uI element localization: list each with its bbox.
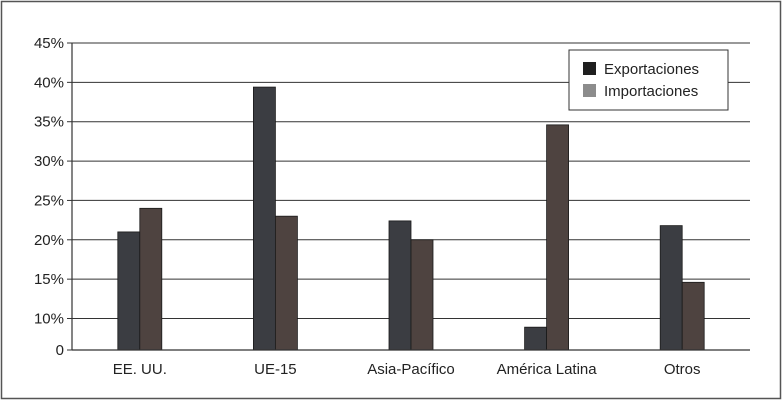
y-tick-label: 40% xyxy=(34,74,64,91)
x-category-label: EE. UU. xyxy=(113,361,167,378)
legend-label: Importaciones xyxy=(604,83,698,100)
legend-label: Exportaciones xyxy=(604,61,699,78)
y-tick-label: 0 xyxy=(56,342,64,359)
y-tick-label: 20% xyxy=(34,232,64,249)
y-tick-label: 30% xyxy=(34,153,64,170)
bars xyxy=(117,86,705,351)
y-tick-label: 15% xyxy=(34,271,64,288)
legend-box xyxy=(568,49,729,111)
x-category-label: UE-15 xyxy=(254,361,297,378)
legend-swatch xyxy=(583,62,596,75)
legend-swatch xyxy=(583,84,596,97)
y-tick-label: 45% xyxy=(34,35,64,52)
y-tick-label: 25% xyxy=(34,192,64,209)
y-tick-label: 10% xyxy=(34,311,64,328)
bar-exportaciones xyxy=(524,326,547,351)
x-category-label: América Latina xyxy=(497,361,598,378)
axes: 0 10% 15% 20% 25% 30% 35% 40% 45% EE. UU. UE-15 Asi… xyxy=(34,35,750,378)
legend: Exportaciones Importaciones xyxy=(568,49,729,111)
x-category-label: Otros xyxy=(664,361,701,378)
bar-exportaciones xyxy=(117,231,141,351)
bar-exportaciones xyxy=(252,86,276,351)
bar-importaciones xyxy=(546,124,569,351)
bar-importaciones xyxy=(410,239,434,351)
bar-exportaciones xyxy=(388,220,412,351)
bar-importaciones xyxy=(139,207,163,351)
bar-importaciones xyxy=(681,281,705,351)
y-tick-label: 35% xyxy=(34,114,64,131)
bar-importaciones xyxy=(274,215,298,351)
bar-exportaciones xyxy=(659,225,683,351)
x-category-label: Asia-Pacífico xyxy=(367,361,455,378)
